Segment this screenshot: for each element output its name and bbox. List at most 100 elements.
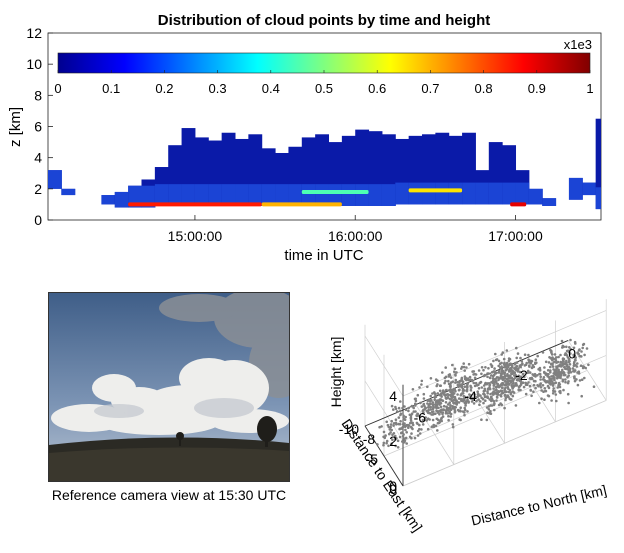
- scatter-point: [539, 386, 543, 389]
- scatter-point: [552, 376, 555, 380]
- scatter-point: [458, 409, 462, 412]
- scatter-point: [494, 385, 498, 389]
- scatter-point: [541, 351, 545, 354]
- scatter-point: [512, 370, 515, 373]
- scatter-point: [491, 374, 495, 378]
- scatter-point: [405, 431, 409, 434]
- scatter-point: [561, 368, 564, 372]
- scatter-point: [392, 424, 395, 427]
- scatter-point: [403, 405, 406, 408]
- scatter-point: [513, 363, 517, 366]
- z-axis-label: Height [km]: [328, 337, 344, 408]
- scatter-point: [407, 424, 411, 427]
- scatter-point: [572, 362, 576, 365]
- scatter-point: [506, 374, 510, 378]
- y-axis-label: z [km]: [7, 107, 24, 147]
- scatter-point: [553, 378, 556, 382]
- scatter-point: [519, 365, 522, 369]
- scatter-point: [562, 373, 566, 377]
- scatter-point: [541, 384, 545, 387]
- scatter-point: [460, 378, 464, 382]
- scatter-point: [507, 364, 510, 367]
- scatter-point: [434, 394, 437, 397]
- scatter-point: [488, 376, 492, 380]
- scatter-point: [436, 392, 440, 395]
- scatter-point: [477, 398, 480, 401]
- scatter-point: [418, 386, 421, 389]
- cloud-column-dense: [61, 188, 76, 196]
- scatter-point: [382, 430, 386, 434]
- scatter-point: [502, 371, 506, 374]
- scatter-point: [410, 426, 414, 430]
- scatter-point: [580, 378, 584, 382]
- scatter-point: [500, 365, 503, 368]
- scatter-point: [526, 371, 530, 375]
- scatter-point: [454, 373, 457, 376]
- scatter-point: [452, 402, 456, 405]
- scatter-point: [435, 384, 439, 388]
- scatter-point: [407, 426, 410, 430]
- scatter-point: [486, 392, 490, 395]
- scatter-point: [429, 377, 433, 380]
- scatter-point: [469, 388, 473, 392]
- scatter-point: [444, 388, 448, 392]
- scatter-point: [490, 397, 494, 401]
- y-axis-ticks: 0 2 4 6 8 10 12: [26, 25, 53, 228]
- scatter-point: [478, 403, 481, 407]
- scatter-point: [397, 406, 401, 410]
- scatter-point: [529, 359, 532, 363]
- scatter-point: [565, 359, 568, 363]
- scatter-point: [378, 425, 381, 429]
- scatter-point: [472, 381, 476, 385]
- scatter-point: [475, 384, 479, 387]
- scatter-point: [429, 402, 433, 406]
- scatter-point: [449, 394, 453, 398]
- scatter-point: [441, 399, 445, 403]
- scatter-point: [546, 375, 549, 378]
- scatter-point: [574, 342, 577, 345]
- scatter-point: [559, 353, 562, 357]
- scatter-point: [399, 400, 402, 403]
- cloud-column-dense: [275, 184, 289, 206]
- scatter-point: [411, 388, 415, 391]
- colorbar-tick-label: 0.4: [262, 81, 280, 96]
- scatter-point: [522, 385, 526, 389]
- scatter-point: [460, 392, 463, 396]
- scatter-point: [490, 364, 494, 368]
- scatter-point: [493, 408, 496, 412]
- scatter-point: [496, 393, 500, 396]
- scatter-point: [511, 366, 514, 369]
- scatter-point: [581, 343, 585, 347]
- scatter-point: [412, 410, 416, 413]
- scatter-point: [559, 391, 562, 395]
- cloud-column-dense: [301, 184, 316, 206]
- scatter-point: [514, 382, 518, 385]
- scatter-point: [462, 394, 466, 398]
- scatter-point: [451, 423, 455, 426]
- scatter-point: [454, 399, 458, 402]
- scatter-point: [448, 383, 452, 386]
- scatter-point: [510, 376, 514, 380]
- scatter-point: [403, 437, 406, 440]
- scatter-point: [503, 406, 506, 410]
- scatter-point: [451, 363, 454, 367]
- x-axis-label: time in UTC: [284, 247, 363, 264]
- scatter-point: [419, 415, 422, 418]
- x-tick-label: 16:00:00: [328, 228, 383, 244]
- scatter-point: [439, 410, 443, 414]
- cloud-column-dense: [355, 184, 370, 206]
- scatter-point: [577, 349, 581, 352]
- scatter-point: [458, 384, 461, 388]
- scatter-point: [471, 397, 475, 401]
- scatter-point: [469, 384, 472, 388]
- scatter-point: [459, 406, 463, 410]
- scatter-point: [438, 413, 441, 416]
- scatter-point: [505, 361, 509, 365]
- scatter-point: [487, 408, 491, 411]
- scatter-point: [487, 405, 491, 408]
- scatter-point: [422, 403, 425, 406]
- scatter-point: [428, 398, 431, 402]
- scatter-point: [567, 374, 570, 377]
- scatter-point: [431, 403, 435, 406]
